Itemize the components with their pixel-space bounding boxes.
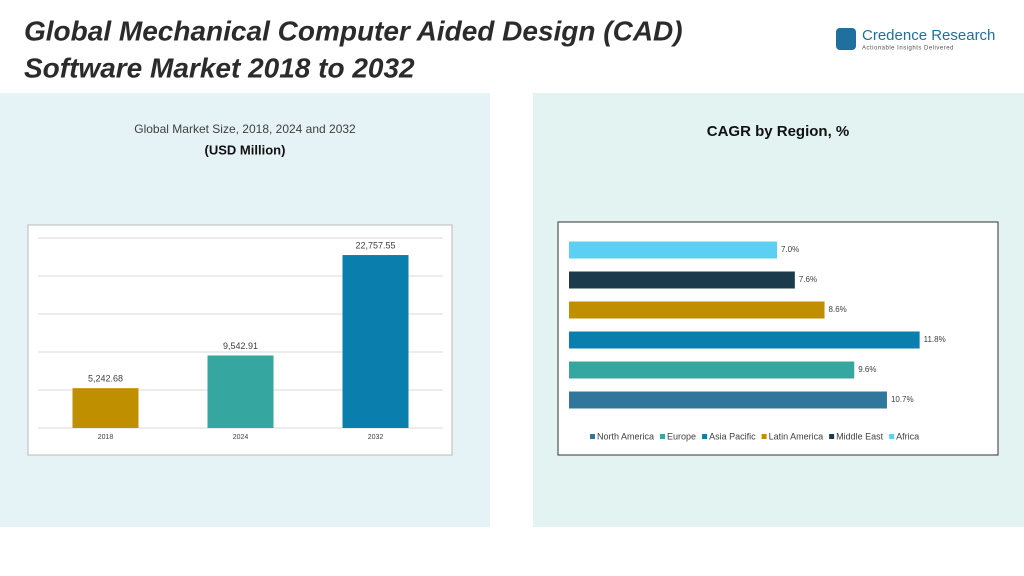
legend-label: North America [597, 431, 654, 441]
chart-title: Global Market Size, 2018, 2024 and 2032 [134, 122, 356, 136]
legend-swatch [702, 434, 708, 439]
bar [342, 255, 409, 428]
logo-tagline: Actionable Insights Delivered [862, 46, 954, 52]
legend-swatch [889, 434, 895, 439]
legend-swatch [660, 434, 666, 439]
value-label: 5,242.68 [88, 374, 123, 384]
logo-name: Credence Research [862, 27, 995, 44]
legend-label: Europe [667, 431, 696, 441]
page-title: Software Market 2018 to 2032 [24, 52, 415, 83]
value-label: 11.8% [924, 335, 946, 344]
value-label: 7.0% [781, 245, 799, 254]
bar [569, 301, 825, 319]
legend-label: Latin America [769, 431, 824, 441]
bar [569, 271, 795, 289]
bar [207, 355, 274, 428]
logo: Credence Research Actionable Insights De… [836, 27, 995, 52]
value-label: 22,757.55 [355, 240, 395, 250]
x-tick-label: 2032 [368, 434, 384, 441]
chart-subtitle: (USD Million) [205, 142, 286, 157]
legend-swatch [590, 434, 595, 439]
x-tick-label: 2018 [98, 434, 114, 441]
legend-label: Asia Pacific [709, 431, 756, 441]
value-label: 7.6% [799, 275, 817, 284]
legend-swatch [761, 434, 767, 439]
page-title: Global Mechanical Computer Aided Design … [24, 15, 683, 46]
legend-swatch [829, 434, 835, 439]
value-label: 9.6% [858, 365, 876, 374]
bar [569, 241, 777, 259]
logo-icon [836, 28, 856, 50]
value-label: 10.7% [891, 395, 914, 404]
value-label: 9,542.91 [223, 341, 258, 351]
bar [72, 388, 139, 428]
value-label: 8.6% [829, 305, 847, 314]
bar [569, 361, 855, 379]
bar [569, 331, 920, 349]
legend-label: Middle East [836, 431, 884, 441]
x-tick-label: 2024 [233, 434, 249, 441]
chart-title: CAGR by Region, % [707, 123, 850, 140]
legend-label: Africa [896, 431, 919, 441]
bar [569, 391, 887, 409]
